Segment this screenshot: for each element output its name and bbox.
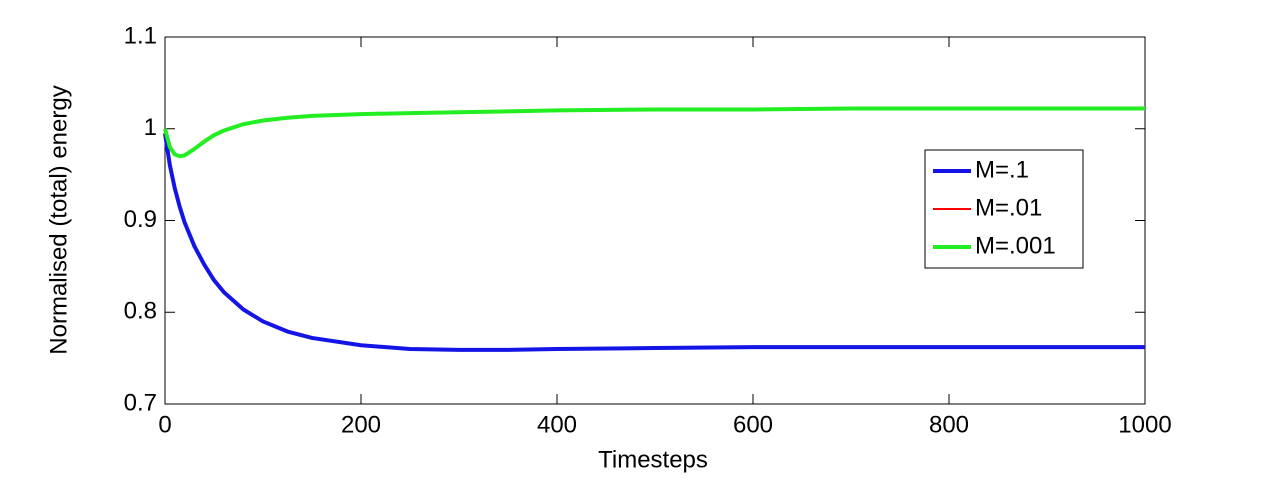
x-tick-label: 0 (158, 411, 171, 438)
y-tick-label: 0.8 (124, 298, 157, 325)
y-tick-label: 0.7 (124, 389, 157, 416)
legend-label: M=.1 (975, 156, 1029, 183)
legend: M=.1 M=.01 M=.001 (924, 149, 1084, 269)
x-tick-label: 400 (537, 411, 577, 438)
x-tick-label: 800 (929, 411, 969, 438)
x-axis-label: Timesteps (598, 446, 708, 473)
x-tick-label: 200 (341, 411, 381, 438)
series-line (163, 106, 1145, 159)
x-tick-label: 1000 (1118, 411, 1171, 438)
legend-label: M=.001 (975, 232, 1056, 259)
y-axis-label: Normalised (total) energy (45, 85, 72, 354)
y-tick-label: 0.9 (124, 206, 157, 233)
x-tick-label: 600 (733, 411, 773, 438)
y-tick-label: 1 (144, 114, 157, 141)
legend-label: M=.01 (975, 194, 1042, 221)
series-line (163, 133, 1145, 352)
y-tick-label: 1.1 (124, 22, 157, 49)
